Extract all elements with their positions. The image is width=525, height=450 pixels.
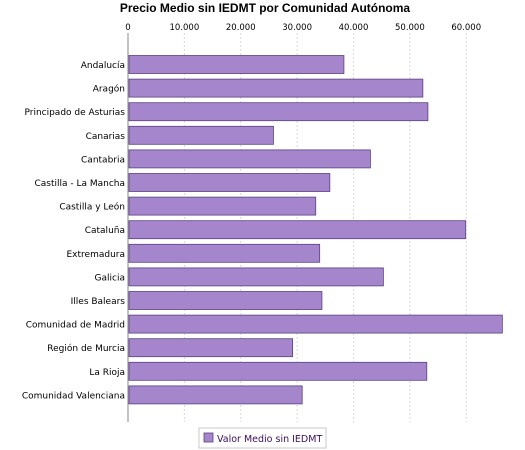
x-tick-label: 10.000	[170, 23, 200, 33]
bar	[128, 361, 428, 381]
category-label: Comunidad Valenciana	[22, 391, 125, 401]
x-tick-label: 0	[125, 23, 130, 33]
bar	[128, 243, 321, 263]
category-label: Galicia	[95, 273, 125, 283]
category-label: Illes Balears	[71, 297, 126, 307]
category-label: Andalucía	[81, 61, 125, 71]
bar	[128, 314, 503, 334]
bar	[128, 149, 371, 169]
category-label: Región de Murcia	[47, 343, 125, 354]
bar	[128, 196, 317, 216]
bar	[128, 385, 303, 405]
category-label: Comunidad de Madrid	[26, 321, 125, 331]
grid-lines	[183, 33, 467, 422]
bar	[128, 55, 345, 74]
x-tick-label: 50.000	[395, 23, 425, 33]
bar	[128, 102, 429, 122]
chart-title: Precio Medio sin IEDMT por Comunidad Aut…	[120, 1, 411, 15]
category-label: Cataluña	[85, 226, 125, 236]
category-label: Aragón	[93, 84, 125, 95]
bar	[128, 173, 331, 192]
x-tick-label: 30.000	[282, 23, 312, 33]
legend-box	[198, 427, 327, 449]
category-label: Castilla y León	[59, 202, 125, 213]
category-label: Extremadura	[67, 250, 126, 260]
category-label: Canarias	[86, 132, 126, 142]
category-label: La Rioja	[89, 368, 125, 378]
category-label: Principado de Asturias	[24, 108, 125, 118]
bar	[128, 125, 274, 145]
bar	[128, 291, 323, 310]
x-tick-label: 60.000	[451, 23, 481, 33]
category-label: Cantabria	[81, 155, 125, 165]
legend-swatch	[203, 432, 214, 443]
legend-label: Valor Medio sin IEDMT	[217, 434, 322, 445]
bars	[128, 55, 503, 405]
legend: Valor Medio sin IEDMT	[198, 427, 327, 449]
category-label: Castilla - La Mancha	[34, 179, 125, 189]
x-tick-label: 20.000	[226, 23, 256, 33]
bar	[128, 267, 384, 287]
x-tick-label: 40.000	[339, 23, 369, 33]
bar	[128, 338, 294, 358]
bar	[128, 78, 424, 98]
bar	[128, 220, 467, 240]
x-axis-ticks: 0 10.000 20.000 30.000 40.000 50.000 60.000	[125, 23, 481, 33]
category-labels: Andalucía Aragón Principado de Asturias Can…	[22, 61, 125, 401]
